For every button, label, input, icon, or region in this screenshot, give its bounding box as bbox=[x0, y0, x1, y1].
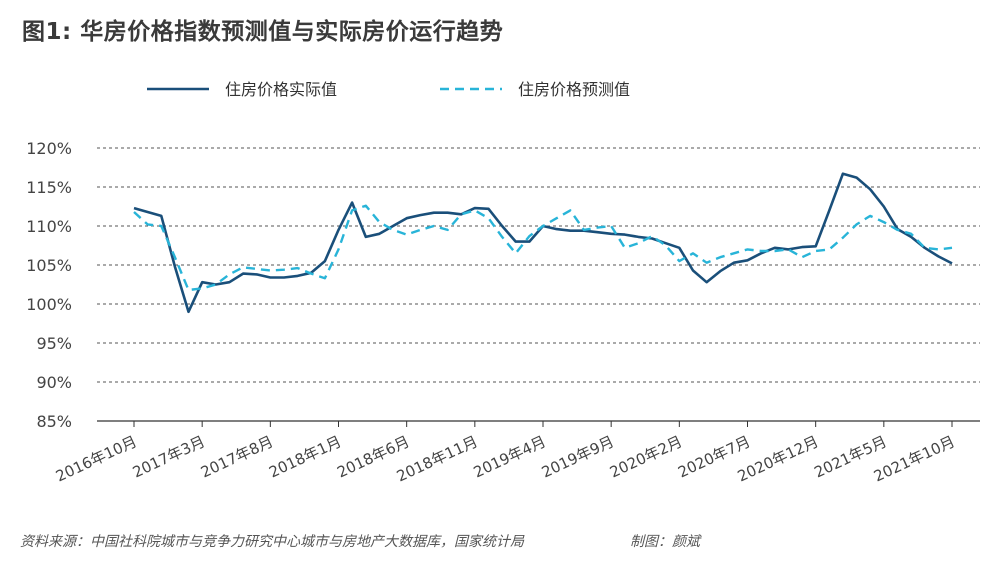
x-tick-label: 2020年2月 bbox=[607, 432, 685, 481]
legend-label-actual: 住房价格实际值 bbox=[225, 80, 337, 99]
y-tick-label: 120% bbox=[26, 139, 72, 158]
legend: 住房价格实际值 住房价格预测值 bbox=[147, 80, 630, 99]
chart-title: 图1: 华房价格指数预测值与实际房价运行趋势 bbox=[22, 19, 504, 45]
y-axis-ticks: 120% 115% 110% 105% 100% 95% 90% 85% bbox=[26, 139, 72, 431]
x-tick-label: 2016年10月 bbox=[53, 432, 140, 485]
source-note: 资料来源：中国社科院城市与竞争力研究中心城市与房地产大数据库，国家统计局 bbox=[20, 534, 524, 550]
y-tick-label: 115% bbox=[26, 178, 72, 197]
y-tick-label: 95% bbox=[36, 334, 72, 353]
x-tick-label: 2019年4月 bbox=[471, 432, 549, 481]
x-tick-label: 2017年8月 bbox=[198, 432, 276, 481]
y-tick-label: 110% bbox=[26, 217, 72, 236]
x-tick-label: 2019年9月 bbox=[539, 432, 617, 481]
y-tick-label: 85% bbox=[36, 412, 72, 431]
x-tick-label: 2018年1月 bbox=[266, 432, 344, 481]
y-tick-label: 105% bbox=[26, 256, 72, 275]
credit-note: 制图：颜斌 bbox=[630, 534, 700, 550]
x-axis: 2016年10月2017年3月2017年8月2018年1月2018年6月2018… bbox=[53, 420, 980, 486]
series-actual-line bbox=[133, 172, 953, 314]
series-forecast-line bbox=[133, 204, 953, 292]
grid-lines bbox=[97, 147, 980, 383]
y-tick-label: 90% bbox=[36, 373, 72, 392]
x-tick-label: 2017年3月 bbox=[130, 432, 208, 481]
series-layer bbox=[133, 172, 953, 314]
y-tick-label: 100% bbox=[26, 295, 72, 314]
legend-label-forecast: 住房价格预测值 bbox=[518, 80, 630, 99]
